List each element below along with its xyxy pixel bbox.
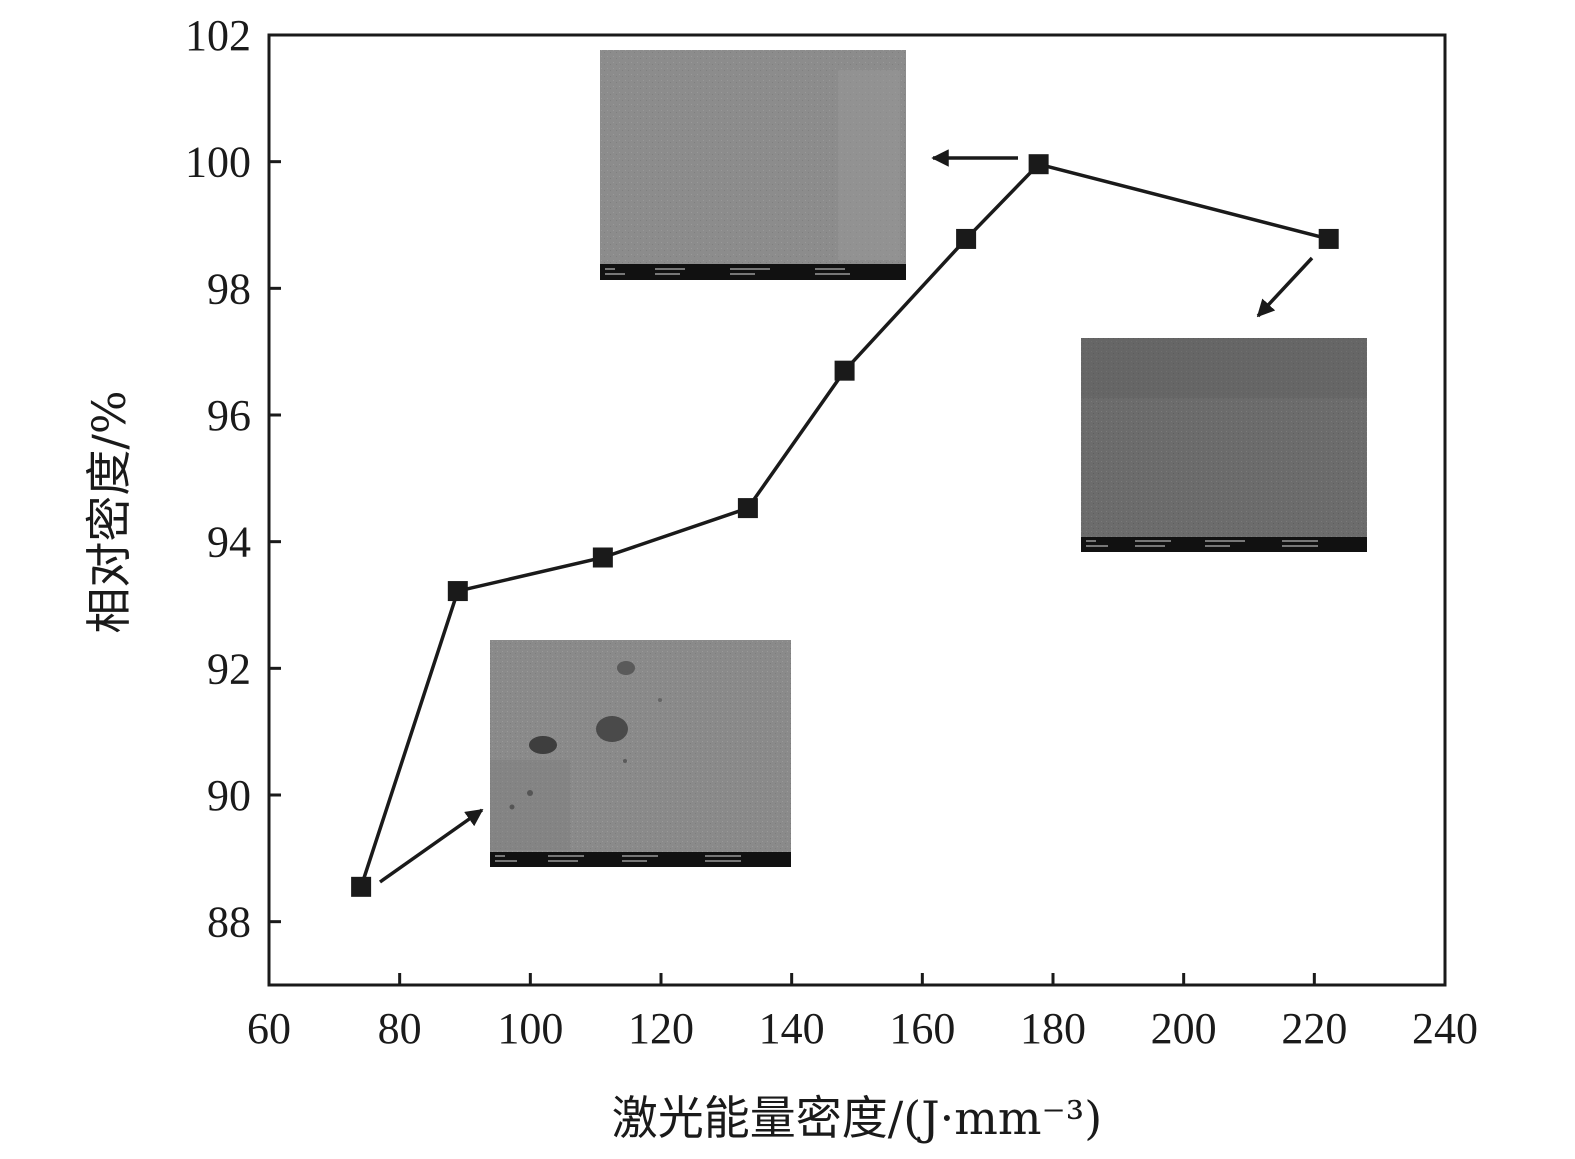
y-tick-label: 102	[185, 11, 251, 60]
data-point-marker	[592, 547, 613, 568]
y-tick-label: 90	[207, 771, 251, 820]
x-tick-label: 220	[1281, 1004, 1347, 1053]
x-tick-label: 120	[628, 1004, 694, 1053]
y-tick-label: 92	[207, 644, 251, 693]
x-tick-label: 80	[378, 1004, 422, 1053]
plot-frame	[267, 33, 1447, 987]
data-point-marker	[1318, 228, 1339, 249]
arrow-to-high-energy-image	[1256, 256, 1314, 318]
x-tick-label: 200	[1151, 1004, 1217, 1053]
x-tick-label: 180	[1020, 1004, 1086, 1053]
y-tick-label: 96	[207, 391, 251, 440]
x-tick-label: 100	[497, 1004, 563, 1053]
y-axis-title: 相对密度/%	[82, 390, 136, 633]
x-tick-label: 160	[889, 1004, 955, 1053]
data-point-marker	[447, 581, 468, 602]
data-point-marker	[956, 228, 977, 249]
sem-image-low-energy	[490, 640, 791, 867]
data-point-marker	[834, 360, 855, 381]
data-series	[351, 154, 1339, 897]
y-tick-label: 94	[207, 518, 251, 567]
data-point-marker	[351, 876, 372, 897]
data-point-marker	[1028, 154, 1049, 175]
y-tick-label: 88	[207, 898, 251, 947]
x-axis-title: 激光能量密度/(J·mm⁻³)	[612, 1091, 1102, 1145]
series-line	[359, 162, 1330, 888]
callout-arrows	[378, 149, 1314, 884]
data-point-marker	[737, 498, 758, 519]
y-tick-label: 98	[207, 264, 251, 313]
x-tick-label: 60	[247, 1004, 291, 1053]
sem-image-high-energy	[1081, 338, 1367, 552]
sem-image-optimal-energy	[600, 50, 906, 280]
arrow-to-low-energy-image	[378, 808, 484, 884]
x-tick-label: 240	[1412, 1004, 1478, 1053]
axes: 60 80 100 120 140 160 180 200 220 240 88 90 92 94 96 98…	[185, 11, 1478, 1053]
x-tick-label: 140	[759, 1004, 825, 1053]
y-tick-label: 100	[185, 138, 251, 187]
